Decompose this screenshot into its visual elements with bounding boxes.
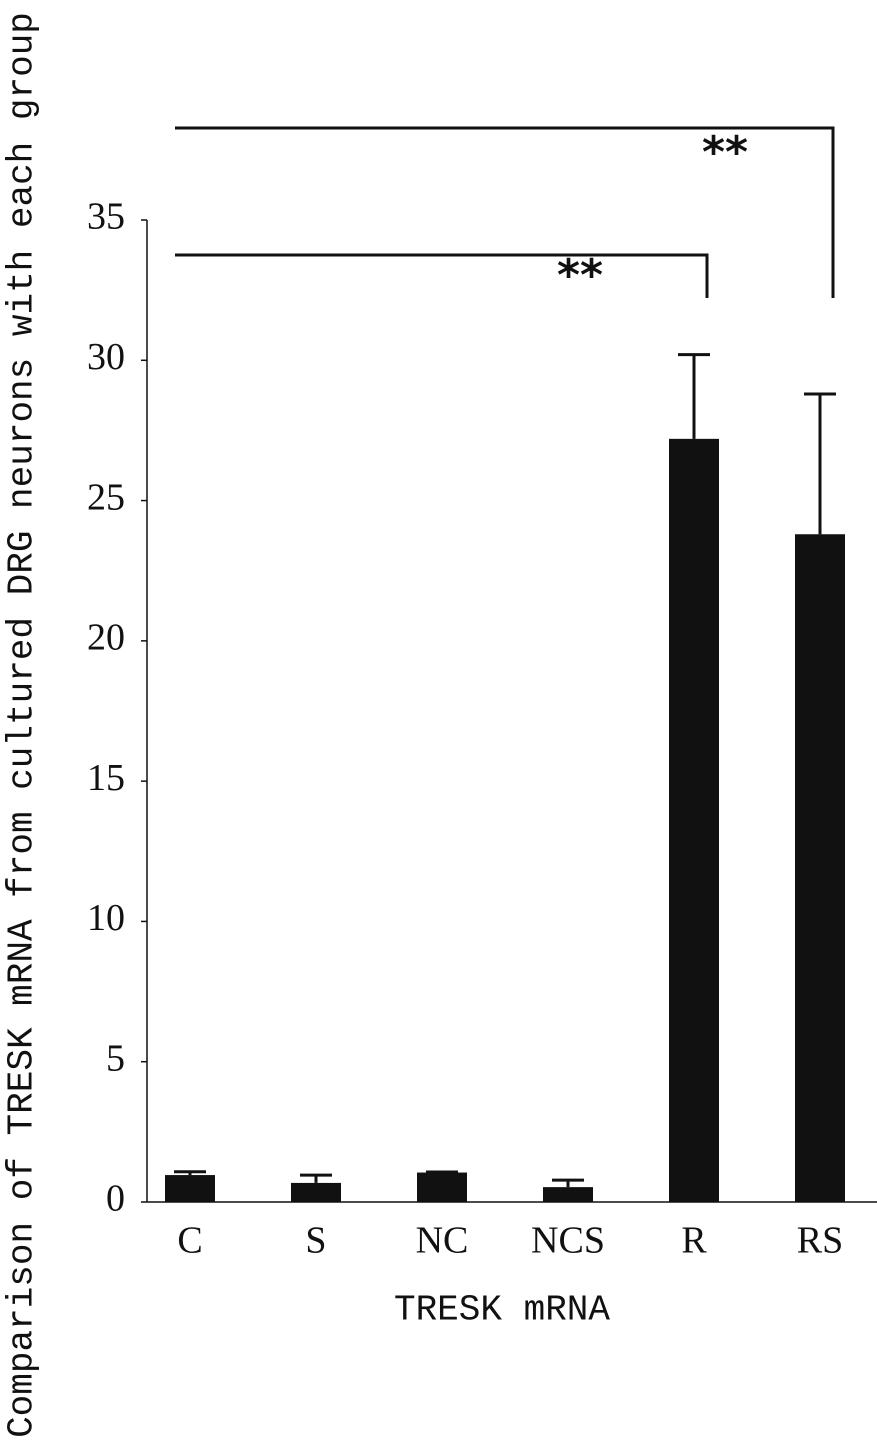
x-tick-label: RS [797,1220,843,1262]
error-bar [300,1173,332,1183]
error-bar [426,1170,458,1174]
significance-label: ** [557,250,603,301]
x-tick-label: S [305,1220,326,1262]
y-tick-label: 30 [87,336,125,378]
bar [165,1175,215,1202]
x-tick-label: NC [416,1220,469,1262]
y-tick-label: 0 [106,1178,125,1220]
x-axis-title: TRESK mRNA [394,1290,610,1331]
bar [543,1187,593,1202]
bar [669,438,719,1202]
x-tick-label: C [177,1220,202,1262]
y-axis-title: Comparison of TRESK mRNA from cultured D… [2,12,43,1438]
error-bar [678,353,710,439]
bar [291,1182,341,1202]
y-tick-label: 10 [87,897,125,939]
bar [795,534,845,1202]
x-tick-label: R [681,1220,707,1262]
y-tick-label: 25 [87,476,125,518]
error-bar [174,1170,206,1176]
significance-bracket [175,253,709,298]
x-tick-label: NCS [531,1220,605,1262]
significance-label: ** [702,127,748,178]
error-bar [804,392,836,535]
error-bar [552,1178,584,1188]
y-tick-label: 15 [87,757,125,799]
y-tick-label: 35 [87,196,125,238]
bar [417,1172,467,1202]
y-tick-label: 20 [87,617,125,659]
y-tick-label: 5 [106,1037,125,1079]
significance-bracket [175,126,835,298]
